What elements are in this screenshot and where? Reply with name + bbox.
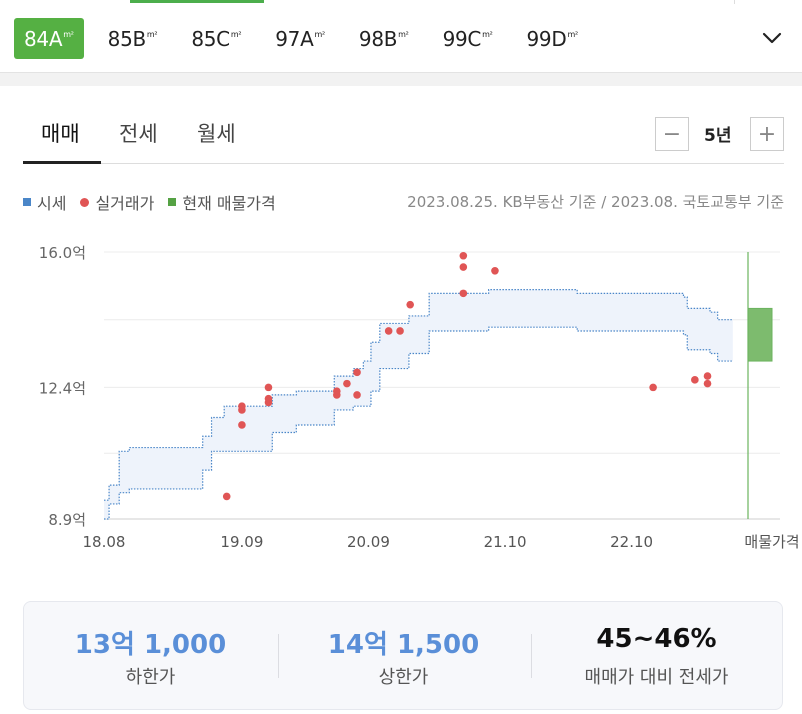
legend-item-listing: 현재 매물가격 [168, 190, 276, 214]
size-tab-label: 84A [24, 26, 63, 51]
tab-sale[interactable]: 매매 [41, 122, 80, 146]
kb-upper-line [104, 289, 733, 501]
size-tab-unit: m² [230, 30, 242, 39]
legend-label: 실거래가 [95, 194, 155, 213]
transaction-point [396, 327, 404, 335]
kb-price-band [104, 289, 733, 519]
x-tick-label: 20.09 [347, 533, 390, 551]
size-tab-bar: 84A m² 85B m² 85C m² 97A m² 98B m² 99C m² 99D m… [0, 0, 802, 73]
divider [734, 0, 735, 4]
size-tab-98b[interactable]: 98B m² [349, 18, 419, 59]
legend-label: 현재 매물가격 [182, 194, 276, 213]
legend-swatch [168, 198, 177, 206]
transaction-point [238, 402, 246, 410]
transaction-point [459, 289, 468, 298]
transaction-point [691, 376, 699, 384]
transaction-point [703, 379, 712, 388]
x-tick-label: 21.10 [484, 533, 527, 551]
size-tab-unit: m² [398, 30, 409, 39]
transaction-point [459, 251, 468, 260]
transaction-point [703, 372, 712, 380]
summary-upper-price: 14억 1,500 상한가 [277, 602, 530, 709]
x-tick-label: 22.10 [610, 533, 653, 551]
summary-value: 45~46% [596, 624, 717, 654]
size-tab-85c[interactable]: 85C m² [181, 18, 251, 59]
divider [531, 634, 532, 678]
tab-jeonse[interactable]: 전세 [119, 122, 158, 146]
size-tab-label: 99C [442, 26, 482, 51]
size-tab-label: 97A [275, 26, 314, 51]
price-chart[interactable]: 16.0억 12.4억 8.9억 18.08 19.09 20.09 21.10 22.10 매… [0, 230, 802, 560]
divider [278, 634, 279, 678]
y-tick-label: 12.4억 [39, 379, 86, 397]
size-tab-label: 85B [107, 26, 147, 51]
tab-monthly-rent[interactable]: 월세 [197, 122, 236, 146]
period-minus-button[interactable]: − [655, 117, 689, 151]
summary-value: 14억 1,500 [327, 630, 480, 660]
legend-swatch [23, 198, 31, 206]
summary-lower-price: 13억 1,000 하한가 [24, 602, 277, 709]
size-tab-unit: m² [314, 30, 325, 39]
size-tab-label: 99D [526, 26, 567, 51]
size-tab-99c[interactable]: 99C m² [433, 18, 503, 59]
transaction-point [343, 379, 351, 388]
x-tick-label: 19.09 [220, 533, 263, 551]
transaction-point [238, 421, 246, 429]
period-label: 5년 [704, 126, 732, 146]
size-tab-97a[interactable]: 97A m² [265, 18, 335, 59]
size-tab-unit: m² [567, 30, 578, 39]
transaction-point [264, 394, 273, 403]
legend-item-transaction: 실거래가 [80, 190, 154, 214]
summary-label: 상한가 [378, 667, 429, 688]
transaction-point [353, 391, 361, 399]
size-tab-84a[interactable]: 84A m² [14, 18, 84, 59]
summary-label: 하한가 [125, 667, 176, 688]
y-tick-label: 8.9억 [48, 511, 86, 529]
transaction-point [353, 368, 361, 377]
legend-swatch [80, 197, 90, 207]
transaction-point [459, 263, 468, 271]
size-tab-unit: m² [482, 30, 493, 39]
transaction-point [384, 327, 393, 335]
size-tab-label: 98B [358, 26, 398, 51]
summary-value: 13억 1,000 [74, 630, 227, 660]
x-tick-label: 매물가격 [744, 533, 799, 551]
size-tab-label: 85C [191, 26, 230, 51]
summary-label: 매매가 대비 전세가 [584, 667, 729, 688]
summary-jeonse-ratio: 45~46% 매매가 대비 전세가 [530, 602, 783, 709]
x-tick-label: 18.08 [83, 533, 126, 551]
section-divider [0, 73, 802, 86]
transaction-point [406, 300, 414, 309]
kb-lower-line [104, 326, 733, 520]
active-tab-underline [23, 161, 101, 164]
deal-type-tabs: 매매 전세 월세 [23, 108, 784, 164]
size-tab-99d[interactable]: 99D m² [517, 18, 588, 59]
data-source-note: 2023.08.25. KB부동산 기준 / 2023.08. 국토교통부 기준 [407, 193, 784, 211]
transaction-point [491, 267, 499, 275]
chevron-down-icon[interactable] [760, 26, 784, 50]
legend-item-kb-price: 시세 [23, 190, 66, 214]
legend-label: 시세 [37, 194, 67, 213]
transaction-point [222, 492, 231, 501]
price-summary: 13억 1,000 하한가 14억 1,500 상한가 45~46% 매매가 대… [23, 601, 783, 710]
size-tab-unit: m² [146, 30, 158, 39]
chart-legend: 시세 실거래가 현재 매물가격 [23, 190, 290, 214]
scroll-indicator [130, 0, 264, 3]
transaction-point [264, 383, 273, 392]
period-plus-button[interactable]: + [750, 117, 784, 151]
listing-price-range [747, 307, 773, 362]
size-tab-85b[interactable]: 85B m² [98, 18, 168, 59]
size-tab-list: 84A m² 85B m² 85C m² 97A m² 98B m² 99C m² 99D m… [14, 18, 602, 59]
y-tick-label: 16.0억 [39, 244, 86, 262]
size-tab-unit: m² [63, 30, 74, 39]
transaction-point [333, 387, 341, 395]
transaction-point [649, 383, 657, 392]
